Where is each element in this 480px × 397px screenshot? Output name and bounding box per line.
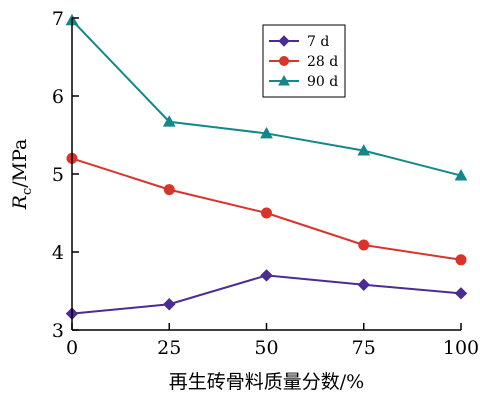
series-2 — [66, 152, 467, 266]
data-point — [454, 169, 468, 181]
legend-label: 7 d — [307, 34, 329, 50]
y-axis-title-subscript: c — [20, 188, 35, 195]
x-tick-label: 100 — [443, 337, 479, 359]
series-1 — [65, 269, 468, 320]
data-point — [358, 239, 370, 251]
x-axis-title: 再生砖骨料质量分数/% — [169, 371, 364, 393]
y-tick-label: 3 — [52, 320, 64, 342]
data-point — [261, 207, 272, 219]
series-3 — [65, 13, 468, 181]
legend-marker — [278, 35, 290, 47]
y-axis-title-symbol: R — [9, 195, 31, 210]
data-point — [260, 126, 273, 139]
series-layer — [65, 13, 468, 320]
legend-marker — [278, 74, 290, 86]
legend-item: 28 d — [269, 54, 338, 70]
y-tick-label: 6 — [52, 86, 64, 108]
legend: 7 d 28 d 90 d — [262, 24, 346, 98]
ticks: 0 25 50 75 100 3 4 5 6 7 — [52, 8, 479, 359]
x-tick-label: 0 — [66, 337, 78, 359]
y-axis-title: Rc/MPa — [9, 139, 35, 211]
x-tick-label: 50 — [254, 337, 278, 359]
legend-item: 7 d — [269, 34, 329, 50]
y-axis-title-unit: /MPa — [9, 139, 31, 188]
data-point — [162, 115, 176, 127]
y-tick-label: 5 — [52, 164, 64, 186]
data-point — [455, 254, 467, 266]
data-point — [357, 278, 370, 291]
data-point — [454, 287, 468, 300]
data-point — [163, 298, 176, 311]
data-point — [260, 269, 273, 282]
y-tick-label: 4 — [52, 242, 64, 264]
legend-marker — [279, 56, 289, 66]
x-tick-label: 25 — [157, 337, 181, 359]
legend-item: 90 d — [269, 74, 338, 90]
legend-label: 28 d — [307, 54, 338, 70]
data-point — [357, 144, 371, 156]
y-tick-label: 7 — [52, 8, 64, 30]
x-tick-label: 75 — [352, 337, 376, 359]
data-point — [163, 184, 175, 196]
legend-label: 90 d — [307, 74, 338, 90]
